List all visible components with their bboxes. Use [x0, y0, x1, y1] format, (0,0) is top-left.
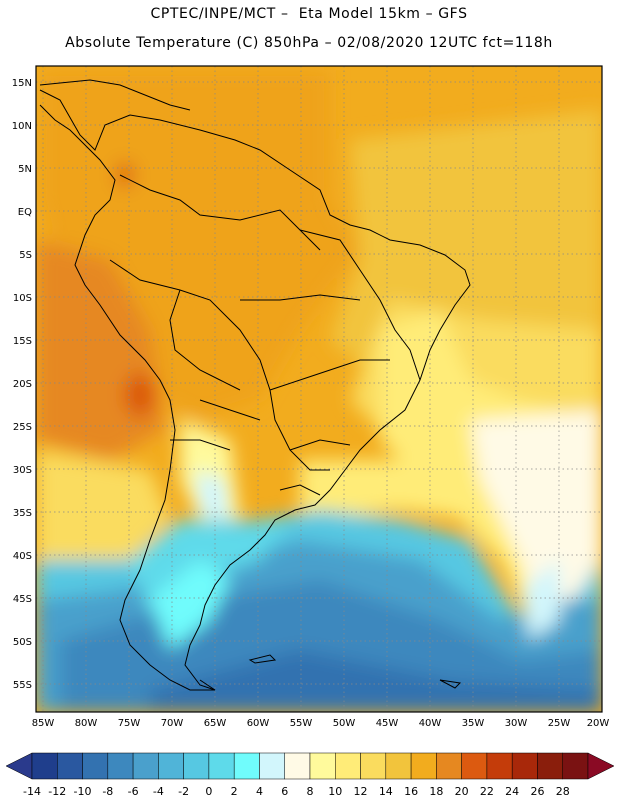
lon-label: 25W	[548, 718, 571, 729]
lon-label: 85W	[32, 718, 55, 729]
colorbar-tick-label: 6	[281, 785, 288, 798]
colorbar-cell	[208, 752, 235, 780]
colorbar-cell	[107, 752, 134, 780]
continent-outline	[39, 79, 471, 691]
lon-label: 45W	[376, 718, 399, 729]
colorbar-cell	[486, 752, 513, 780]
colorbar-cell	[436, 752, 462, 780]
lat-label: 5S	[19, 250, 32, 261]
colorbar-tick-label: 2	[231, 785, 238, 798]
colorbar-tick-label: -12	[48, 785, 66, 798]
colorbar-tick-label: -2	[178, 785, 189, 798]
colorbar-tick-label: -6	[128, 785, 139, 798]
colorbar-cell	[31, 752, 58, 780]
colorbar-tick-label: 12	[354, 785, 368, 798]
latitude-labels: 15N 10N 5N EQ 5S 10S 15S 20S 25S 30S 35S…	[12, 78, 32, 691]
lat-label: EQ	[18, 207, 32, 218]
lat-label: 55S	[13, 680, 32, 691]
colorbar-cell	[82, 752, 109, 780]
lon-label: 55W	[290, 718, 313, 729]
lat-label: 50S	[13, 637, 32, 648]
colorbar-tick-label: 28	[556, 785, 570, 798]
colorbar-cell	[57, 752, 83, 780]
colorbar-cell	[461, 752, 488, 780]
lat-label: 35S	[13, 508, 32, 519]
colorbar-tick-label: -14	[23, 785, 41, 798]
lon-label: 70W	[161, 718, 184, 729]
colorbar-tick-label: 24	[505, 785, 519, 798]
map-title-line-2: Absolute Temperature (C) 850hPa – 02/08/…	[65, 35, 553, 51]
colorbar-cell	[335, 752, 361, 780]
colorbar-tick-label: 18	[429, 785, 443, 798]
map-frame	[35, 65, 603, 713]
colorbar-cell	[158, 752, 184, 780]
colorbar-tick-label: 22	[480, 785, 494, 798]
lon-label: 60W	[247, 718, 270, 729]
lat-label: 5N	[18, 164, 32, 175]
lon-label: 50W	[333, 718, 356, 729]
colorbar-tick-label: 16	[404, 785, 418, 798]
colorbar-tick-label: 8	[307, 785, 314, 798]
colorbar-over-arrow	[587, 752, 615, 780]
lat-label: 20S	[13, 379, 32, 390]
lat-label: 15N	[12, 78, 32, 89]
lon-label: 40W	[419, 718, 442, 729]
lat-label: 30S	[13, 465, 32, 476]
lat-label: 40S	[13, 551, 32, 562]
colorbar-tick-label: 0	[205, 785, 212, 798]
lon-label: 20W	[587, 718, 610, 729]
colorbar-cell	[183, 752, 210, 780]
longitude-labels: 85W 80W 75W 70W 65W 60W 55W 50W 45W 40W …	[32, 718, 610, 729]
colorbar-cell	[562, 752, 589, 780]
colorbar-cell	[385, 752, 412, 780]
lat-label: 10N	[12, 121, 32, 132]
colorbar-cell	[537, 752, 563, 780]
colorbar-tick-label: 26	[530, 785, 544, 798]
colorbar-tick-label: 20	[455, 785, 469, 798]
lon-label: 35W	[462, 718, 485, 729]
colorbar-cell	[309, 752, 336, 780]
colorbar-tick-label: -10	[74, 785, 92, 798]
lat-label: 45S	[13, 594, 32, 605]
lat-label: 10S	[13, 293, 32, 304]
colorbar-cell	[284, 752, 311, 780]
colorbar-cell	[360, 752, 387, 780]
colorbar-tick-label: -4	[153, 785, 164, 798]
colorbar-tick-label: 14	[379, 785, 393, 798]
lon-label: 75W	[118, 718, 141, 729]
lon-label: 30W	[505, 718, 528, 729]
map-title-line-1: CPTEC/INPE/MCT – Eta Model 15km – GFS	[150, 6, 468, 22]
colorbar-cell	[259, 752, 285, 780]
temperature-colorbar: -14 -12 -10 -8 -6 -4 -2 0 2 4 6 8 10 12 14 16 18 20 22 24 26…	[5, 752, 615, 798]
colorbar-tick-label: 10	[328, 785, 342, 798]
colorbar-tick-label: 4	[256, 785, 263, 798]
colorbar-cell	[511, 752, 538, 780]
colorbar-cell	[410, 752, 437, 780]
colorbar-under-arrow	[5, 752, 33, 780]
colorbar-tick-label: -8	[102, 785, 113, 798]
colorbar-cell	[132, 752, 159, 780]
colorbar-cell	[233, 752, 260, 780]
lat-label: 15S	[13, 336, 32, 347]
lat-label: 25S	[13, 422, 32, 433]
lon-label: 80W	[75, 718, 98, 729]
lon-label: 65W	[204, 718, 227, 729]
temperature-field	[36, 66, 602, 712]
